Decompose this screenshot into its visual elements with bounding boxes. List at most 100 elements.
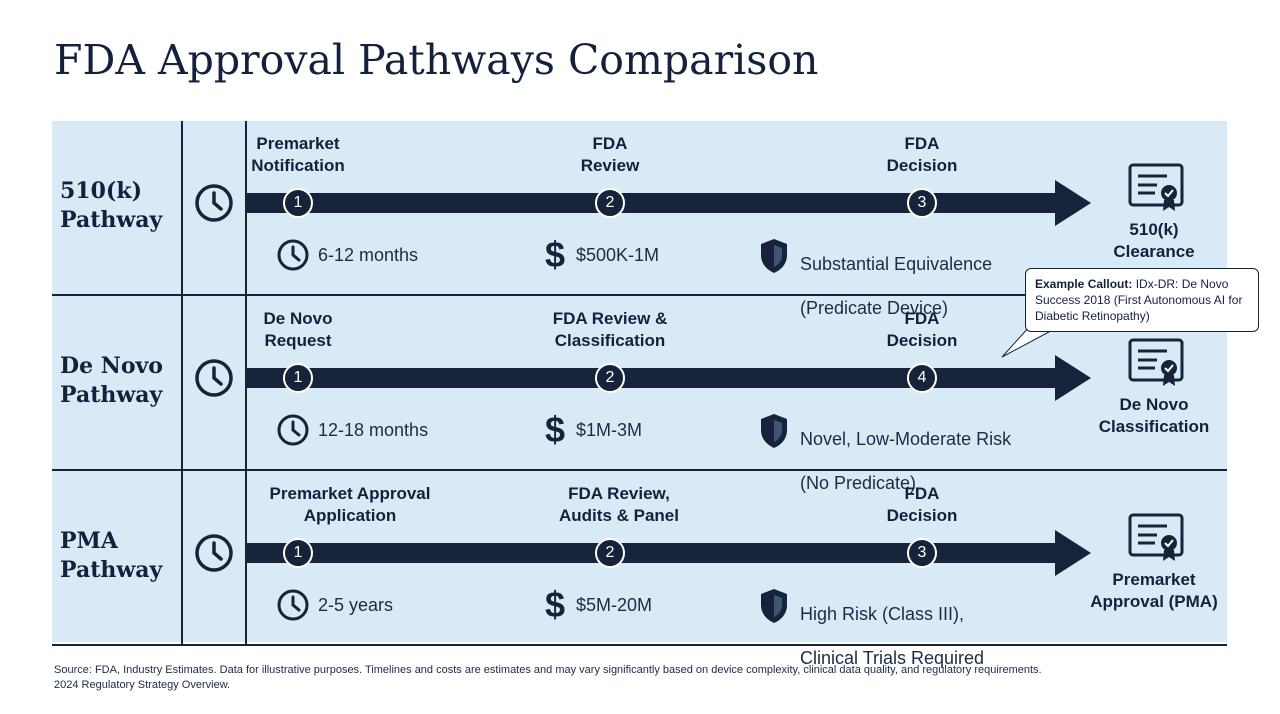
outcome-label-line: Premarket [1112, 570, 1196, 589]
cost-value: $500K-1M [576, 245, 660, 265]
cost-metric: $ $1M-3M [540, 409, 700, 449]
dollar-icon: $ [545, 234, 565, 274]
risk-value: Novel, Low-Moderate Risk (No Predicate) [800, 406, 1011, 516]
step-label-line: FDA [592, 134, 628, 153]
step-number: 1 [283, 538, 313, 568]
step-number: 2 [595, 188, 625, 218]
timeline-value: 6-12 months [318, 245, 419, 265]
pathway-name-line: Pathway [60, 382, 163, 408]
timeline-metric: 6-12 months [276, 238, 476, 278]
risk-metric: High Risk (Class III), Clinical Trials R… [758, 581, 1038, 668]
svg-text:$: $ [545, 409, 565, 449]
step-label-line: FDA [904, 134, 940, 153]
step-label-line: FDA [904, 309, 940, 328]
step-label-line: FDA [904, 484, 940, 503]
divider [245, 121, 247, 294]
step-label-line: Audits & Panel [559, 506, 679, 525]
outcome-label: Premarket Approval (PMA) [1064, 569, 1244, 613]
step-label-line: Decision [886, 506, 958, 525]
outcome-label-line: Classification [1098, 417, 1210, 436]
step-label-line: Notification [251, 156, 345, 175]
timeline-arrow-shaft [247, 193, 1057, 213]
timeline-arrow-shaft [247, 543, 1057, 563]
row-510k: 510(k) Pathway Premarket Notification FD… [52, 121, 1227, 318]
pathways-table: 510(k) Pathway Premarket Notification FD… [52, 121, 1227, 668]
divider [181, 121, 183, 294]
risk-value: High Risk (Class III), Clinical Trials R… [800, 581, 984, 691]
step-number: 3 [907, 538, 937, 568]
pathway-name-line: Pathway [60, 557, 163, 583]
certificate-icon [1128, 513, 1184, 561]
timeline-arrow-head [1055, 530, 1091, 576]
timeline-value: 2-5 years [318, 595, 394, 615]
source-note: Source: FDA, Industry Estimates. Data fo… [54, 663, 1042, 693]
shield-icon [761, 414, 787, 448]
outcome-label-line: De Novo [1119, 395, 1189, 414]
clock-icon [277, 414, 309, 446]
clock-icon [277, 589, 309, 621]
clock-icon [277, 239, 309, 271]
risk-value-line: Substantial Equivalence [800, 254, 993, 274]
pathway-name-line: Pathway [60, 207, 163, 233]
certificate-icon [1128, 163, 1184, 211]
timeline-metric: 2-5 years [276, 588, 476, 628]
callout-text: IDx-DR: De Novo Success 2018 (First Auto… [1035, 277, 1243, 323]
step-label: De Novo Request [178, 308, 418, 352]
step-label: FDA Decision [802, 133, 1042, 177]
step-label: FDA Review [490, 133, 730, 177]
step-label: FDA Review & Classification [490, 308, 730, 352]
step-number: 4 [907, 363, 937, 393]
cost-metric: $ $5M-20M [540, 584, 700, 624]
step-label-line: FDA Review & [552, 309, 668, 328]
divider [181, 296, 183, 469]
svg-text:$: $ [545, 584, 565, 624]
shield-icon [761, 239, 787, 273]
timeline-arrow-shaft [247, 368, 1057, 388]
risk-value: Substantial Equivalence (Predicate Devic… [800, 231, 992, 341]
pathway-name: 510(k) Pathway [60, 177, 180, 235]
step-label-line: Request [264, 331, 332, 350]
step-number: 3 [907, 188, 937, 218]
callout-heading: Example Callout: [1035, 277, 1133, 291]
clock-icon [195, 534, 233, 572]
clock-icon [195, 359, 233, 397]
row-de-novo: De Novo Pathway De Novo Request FDA Revi… [52, 296, 1227, 493]
step-label: FDA Review, Audits & Panel [499, 483, 739, 527]
pathway-name-line: 510(k) [60, 178, 142, 204]
cost-metric: $ $500K-1M [540, 234, 700, 274]
step-label-line: Review [580, 156, 640, 175]
outcome-label-line: Approval (PMA) [1090, 592, 1218, 611]
pathway-name-line: De Novo [60, 353, 163, 379]
outcome-label-line: Clearance [1113, 242, 1195, 261]
risk-value-line: High Risk (Class III), [800, 604, 965, 624]
clock-icon [195, 184, 233, 222]
example-callout: Example Callout: IDx-DR: De Novo Success… [1025, 268, 1259, 332]
step-label-line: Application [303, 506, 397, 525]
outcome-label-line: 510(k) [1129, 220, 1179, 239]
pathway-name-line: PMA [60, 528, 118, 554]
outcome-label: De Novo Classification [1064, 394, 1244, 438]
step-label: Premarket Notification [178, 133, 418, 177]
dollar-icon: $ [545, 409, 565, 449]
risk-value-line: Clinical Trials Required [800, 648, 985, 668]
pathway-name: De Novo Pathway [60, 352, 180, 410]
risk-value-line: (No Predicate) [800, 473, 917, 493]
pathway-name: PMA Pathway [60, 527, 180, 585]
page-title: FDA Approval Pathways Comparison [54, 36, 819, 84]
step-number: 1 [283, 363, 313, 393]
step-label-line: Decision [886, 331, 958, 350]
cost-value: $1M-3M [576, 420, 643, 440]
timeline-value: 12-18 months [318, 420, 429, 440]
divider [181, 471, 183, 644]
step-label-line: FDA Review, [568, 484, 670, 503]
risk-metric: Novel, Low-Moderate Risk (No Predicate) [758, 406, 1038, 493]
cost-value: $5M-20M [576, 595, 653, 615]
risk-value-line: (Predicate Device) [800, 298, 949, 318]
step-number: 1 [283, 188, 313, 218]
step-label: FDA Decision [802, 308, 1042, 352]
risk-metric: Substantial Equivalence (Predicate Devic… [758, 231, 1038, 318]
step-number: 2 [595, 363, 625, 393]
step-label: FDA Decision [802, 483, 1042, 527]
timeline-metric: 12-18 months [276, 413, 476, 453]
shield-icon [761, 589, 787, 623]
